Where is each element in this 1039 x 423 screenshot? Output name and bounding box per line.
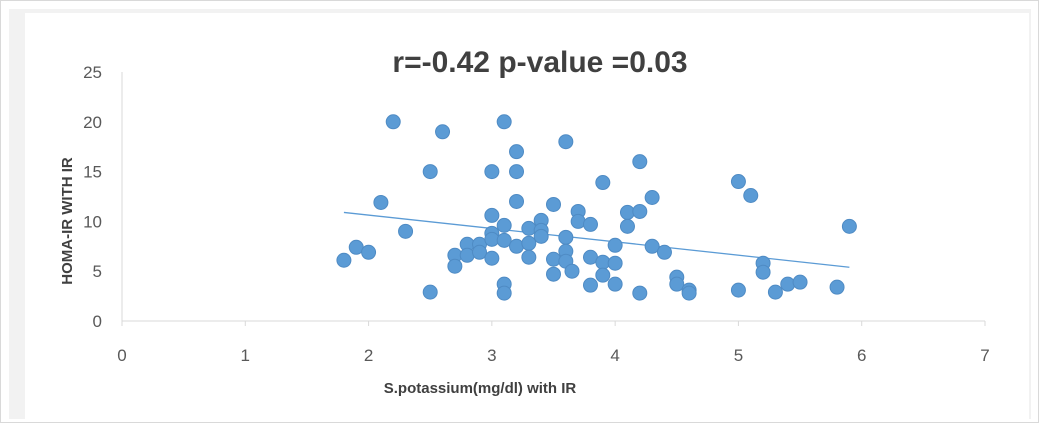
axes — [121, 72, 985, 322]
data-point — [509, 238, 525, 254]
data-point — [582, 216, 598, 232]
x-tick-label: 3 — [487, 346, 496, 365]
data-point — [743, 188, 759, 204]
x-tick-label: 4 — [610, 346, 619, 365]
data-point — [681, 285, 697, 301]
chart-title: r=-0.42 p-value =0.03 — [392, 46, 687, 79]
y-tick-label: 0 — [93, 312, 102, 331]
x-axis-ticks: 0 1 2 3 4 5 6 7 — [117, 321, 990, 365]
data-point — [607, 255, 623, 271]
data-point — [496, 114, 512, 130]
x-tick-label: 6 — [857, 346, 866, 365]
data-point — [435, 124, 451, 140]
data-point — [570, 213, 586, 229]
data-point — [533, 228, 549, 244]
data-point — [546, 251, 561, 267]
data-point — [644, 189, 660, 205]
data-point — [496, 217, 512, 233]
data-point — [632, 285, 648, 301]
data-point — [484, 164, 500, 180]
data-point — [484, 207, 500, 223]
data-point — [595, 175, 611, 191]
x-axis-title: S.potassium(mg/dl) with IR — [384, 380, 577, 397]
data-point — [509, 164, 525, 180]
data-point — [459, 247, 475, 263]
y-tick-label: 20 — [83, 113, 102, 132]
data-point — [558, 229, 574, 245]
data-point — [546, 196, 561, 212]
data-point — [422, 284, 438, 300]
chart-area — [9, 9, 1031, 419]
y-tick-label: 25 — [83, 63, 102, 82]
data-point — [385, 114, 401, 130]
data-point — [632, 154, 648, 170]
y-axis-ticks: 0 5 10 15 20 25 — [83, 63, 102, 331]
data-point — [792, 274, 808, 290]
data-point — [521, 249, 537, 265]
data-point — [607, 237, 623, 253]
data-point — [398, 223, 414, 239]
y-tick-label: 10 — [83, 212, 102, 231]
data-point — [373, 194, 389, 210]
data-point — [619, 218, 635, 234]
data-point — [829, 279, 845, 295]
x-tick-label: 7 — [980, 346, 989, 365]
data-point — [447, 258, 463, 274]
data-point — [521, 220, 537, 236]
data-point — [336, 252, 352, 268]
data-point — [607, 276, 623, 292]
data-point — [656, 244, 672, 260]
data-point — [496, 285, 512, 301]
data-point — [730, 282, 746, 298]
data-point — [632, 203, 648, 219]
data-point — [472, 244, 488, 260]
data-point — [841, 218, 857, 234]
data-point — [595, 267, 611, 283]
y-tick-label: 5 — [93, 262, 102, 281]
data-point — [546, 266, 561, 282]
data-point — [558, 134, 574, 150]
data-point — [767, 284, 783, 300]
x-tick-label: 5 — [734, 346, 743, 365]
data-point — [361, 244, 377, 260]
data-point — [780, 276, 796, 292]
data-point — [422, 164, 438, 180]
data-point — [755, 264, 771, 280]
data-point — [730, 174, 746, 190]
data-point — [496, 232, 512, 248]
y-tick-label: 15 — [83, 163, 102, 182]
data-point — [644, 238, 660, 254]
data-point — [669, 276, 685, 292]
data-point — [582, 277, 598, 293]
data-points — [336, 114, 857, 301]
data-point — [564, 263, 580, 279]
plot-background — [25, 13, 1029, 419]
data-point — [509, 193, 525, 209]
data-point — [521, 235, 537, 251]
y-axis-title: HOMA-IR WITH IR — [59, 157, 76, 285]
x-tick-label: 0 — [117, 346, 126, 365]
x-tick-label: 2 — [364, 346, 373, 365]
x-tick-label: 1 — [241, 346, 250, 365]
data-point — [509, 144, 525, 160]
data-point — [484, 250, 500, 266]
